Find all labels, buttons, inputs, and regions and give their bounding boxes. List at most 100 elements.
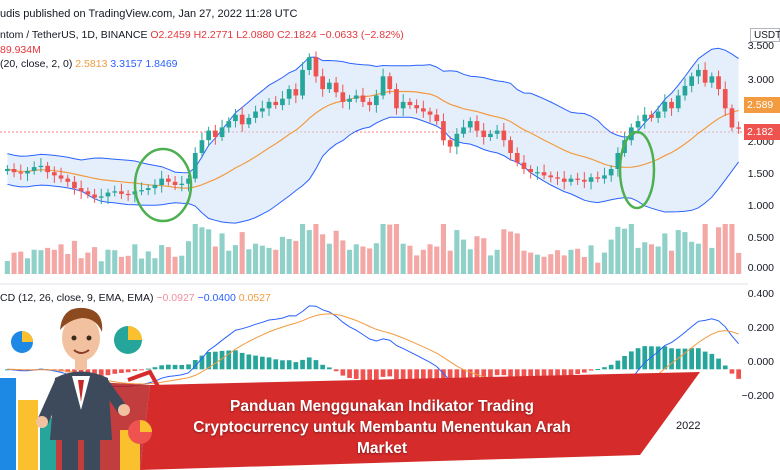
candle-body bbox=[253, 111, 258, 118]
macd-histogram-bar bbox=[682, 348, 688, 370]
macd-histogram-bar bbox=[159, 365, 164, 370]
candle-body bbox=[260, 108, 265, 112]
price-tick: 0.000 bbox=[747, 262, 774, 274]
candle-body bbox=[159, 178, 164, 185]
candle-body bbox=[347, 98, 352, 102]
candle-body bbox=[233, 114, 238, 122]
volume-bar bbox=[300, 224, 306, 274]
macd-histogram-bar bbox=[427, 369, 433, 382]
macd-histogram-bar bbox=[561, 369, 567, 378]
volume-bar bbox=[139, 258, 145, 274]
macd-histogram-bar bbox=[575, 369, 580, 374]
macd-histogram-bar bbox=[360, 369, 366, 381]
macd-histogram-bar bbox=[374, 369, 379, 381]
candle-body bbox=[119, 191, 124, 194]
volume-bar bbox=[575, 248, 581, 274]
bollinger-params[interactable]: (20, close, 2, 0) bbox=[0, 58, 73, 70]
volume-bar bbox=[367, 248, 373, 274]
candle-body bbox=[736, 127, 741, 129]
macd-histogram-bar bbox=[441, 369, 446, 386]
macd-histogram-bar bbox=[286, 360, 292, 370]
volume-bar bbox=[601, 252, 607, 274]
macd-histogram-bar bbox=[387, 369, 393, 377]
macd-histogram-bar bbox=[434, 369, 440, 383]
banner-line-2: Cryptocurrency untuk Membantu Menentukan… bbox=[193, 419, 571, 436]
macd-histogram-bar bbox=[568, 369, 574, 376]
volume-bar bbox=[206, 229, 212, 274]
candle-body bbox=[568, 178, 574, 182]
macd-histogram-bar bbox=[105, 369, 111, 376]
bollinger-lower-value: 1.8469 bbox=[145, 58, 178, 70]
candle-body bbox=[320, 76, 325, 90]
macd-histogram-bar bbox=[192, 360, 198, 370]
candle-body bbox=[98, 196, 104, 198]
candle-body bbox=[494, 130, 500, 134]
volume-bar bbox=[266, 247, 272, 274]
volume-bar bbox=[595, 262, 601, 274]
volume-bar bbox=[508, 231, 514, 274]
candle-body bbox=[407, 101, 413, 106]
volume-bar bbox=[487, 255, 493, 274]
volume-bar bbox=[51, 249, 57, 274]
candle-body bbox=[380, 76, 386, 96]
candle-body bbox=[313, 57, 319, 77]
candle-body bbox=[273, 101, 279, 106]
candle-body bbox=[246, 117, 252, 125]
time-axis-year: 2022 bbox=[676, 420, 701, 432]
candle-body bbox=[541, 172, 547, 176]
macd-histogram-bar bbox=[729, 369, 735, 374]
volume-bar bbox=[615, 226, 621, 274]
volume-bar bbox=[145, 251, 151, 274]
candle-body bbox=[689, 76, 694, 86]
candle-body bbox=[72, 181, 77, 189]
candle-body bbox=[166, 178, 171, 182]
volume-bar bbox=[695, 243, 701, 274]
volume-bar bbox=[159, 245, 165, 274]
volume-bar bbox=[373, 243, 379, 274]
macd-tick: 0.400 bbox=[747, 288, 774, 300]
candle-body bbox=[280, 98, 285, 106]
volume-bar bbox=[38, 250, 44, 274]
candle-body bbox=[139, 190, 144, 192]
candle-body bbox=[367, 101, 372, 106]
macd-histogram-bar bbox=[293, 362, 299, 370]
volume-bar bbox=[152, 258, 158, 274]
macd-histogram-bar bbox=[696, 348, 701, 370]
macd-histogram-bar bbox=[582, 369, 587, 373]
volume-bar bbox=[581, 257, 587, 274]
macd-histogram-bar bbox=[132, 369, 138, 371]
symbol-name[interactable]: ntom / TetherUS, 1D, BINANCE bbox=[0, 29, 148, 41]
macd-histogram-bar bbox=[179, 365, 185, 370]
volume-bar bbox=[387, 224, 393, 274]
macd-histogram-bar bbox=[233, 350, 238, 370]
macd-params[interactable]: CD (12, 26, close, 9, EMA, EMA) bbox=[0, 292, 154, 304]
macd-histogram-bar bbox=[642, 346, 648, 370]
candle-body bbox=[716, 76, 721, 90]
macd-histogram-bar bbox=[347, 369, 352, 378]
volume-bar bbox=[689, 241, 695, 274]
macd-histogram-bar bbox=[152, 367, 158, 370]
candle-body bbox=[360, 95, 366, 102]
candle-body bbox=[219, 127, 225, 137]
macd-histogram-bar bbox=[253, 355, 258, 370]
bollinger-upper-value: 3.3157 bbox=[110, 58, 143, 70]
candle-body bbox=[662, 101, 668, 112]
volume-bar bbox=[729, 224, 735, 274]
candle-body bbox=[38, 165, 44, 168]
volume-bar bbox=[534, 254, 540, 274]
volume-bar bbox=[420, 249, 426, 274]
volume-bar bbox=[440, 224, 446, 274]
volume-bar bbox=[501, 229, 507, 274]
macd-tick: −0.200 bbox=[741, 390, 774, 402]
bollinger-upper-line bbox=[7, 47, 739, 174]
price-tick: 3.000 bbox=[747, 74, 774, 86]
macd-histogram-bar bbox=[239, 352, 245, 370]
candle-body bbox=[78, 188, 84, 192]
volume-bar bbox=[92, 247, 98, 274]
macd-histogram-bar bbox=[514, 369, 520, 379]
candle-body bbox=[266, 101, 272, 109]
volume-bar bbox=[11, 252, 17, 274]
volume-bar bbox=[232, 245, 238, 274]
macd-histogram-bar bbox=[5, 369, 10, 371]
